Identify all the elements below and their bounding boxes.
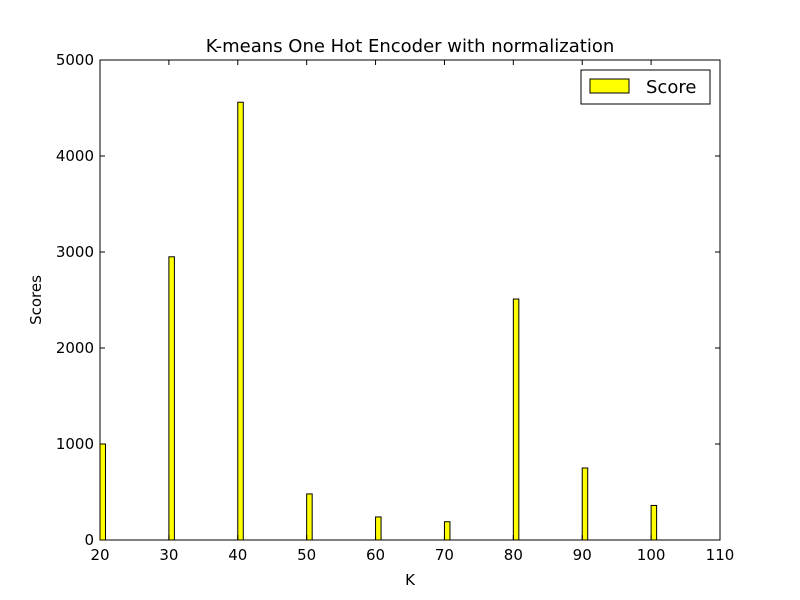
bar-k-40 [237, 101, 244, 541]
x-tick-label: 110 [706, 546, 735, 564]
legend-label-score: Score [646, 77, 696, 98]
x-tick-label: 30 [159, 546, 178, 564]
x-tick-label: 20 [90, 546, 109, 564]
chart-title: K-means One Hot Encoder with normalizati… [206, 36, 615, 57]
x-axis-label: K [405, 571, 416, 589]
x-tick-label: 40 [228, 546, 247, 564]
legend: Score [580, 69, 711, 105]
ticks-group: 20 30 40 50 60 70 80 90 100 110 0 1000 2000 3000 4000 5… [56, 51, 735, 564]
y-tick-label: 5000 [56, 51, 94, 69]
y-tick-label: 3000 [56, 243, 94, 261]
y-tick-label: 2000 [56, 339, 94, 357]
x-tick-label: 60 [366, 546, 385, 564]
bar-k-90 [581, 467, 589, 541]
y-tick-label: 0 [84, 531, 94, 549]
legend-box [580, 69, 711, 105]
y-axis-label: Scores [27, 275, 45, 325]
bars-group [99, 101, 658, 541]
bar-k-60 [375, 516, 382, 541]
x-tick-label: 100 [637, 546, 666, 564]
bar-k-30 [168, 256, 175, 541]
plot-frame [99, 59, 721, 541]
bar-k-20 [99, 443, 107, 541]
x-tick-label: 80 [504, 546, 523, 564]
bar-k-50 [306, 493, 313, 541]
bar-k-100 [650, 504, 658, 541]
y-tick-label: 4000 [56, 147, 94, 165]
legend-swatch [589, 78, 630, 94]
x-tick-label: 50 [297, 546, 316, 564]
y-tick-label: 1000 [56, 435, 94, 453]
bar-k-80 [512, 298, 520, 541]
x-tick-label: 70 [435, 546, 454, 564]
bar-k-70 [443, 521, 451, 541]
x-tick-label: 90 [573, 546, 592, 564]
